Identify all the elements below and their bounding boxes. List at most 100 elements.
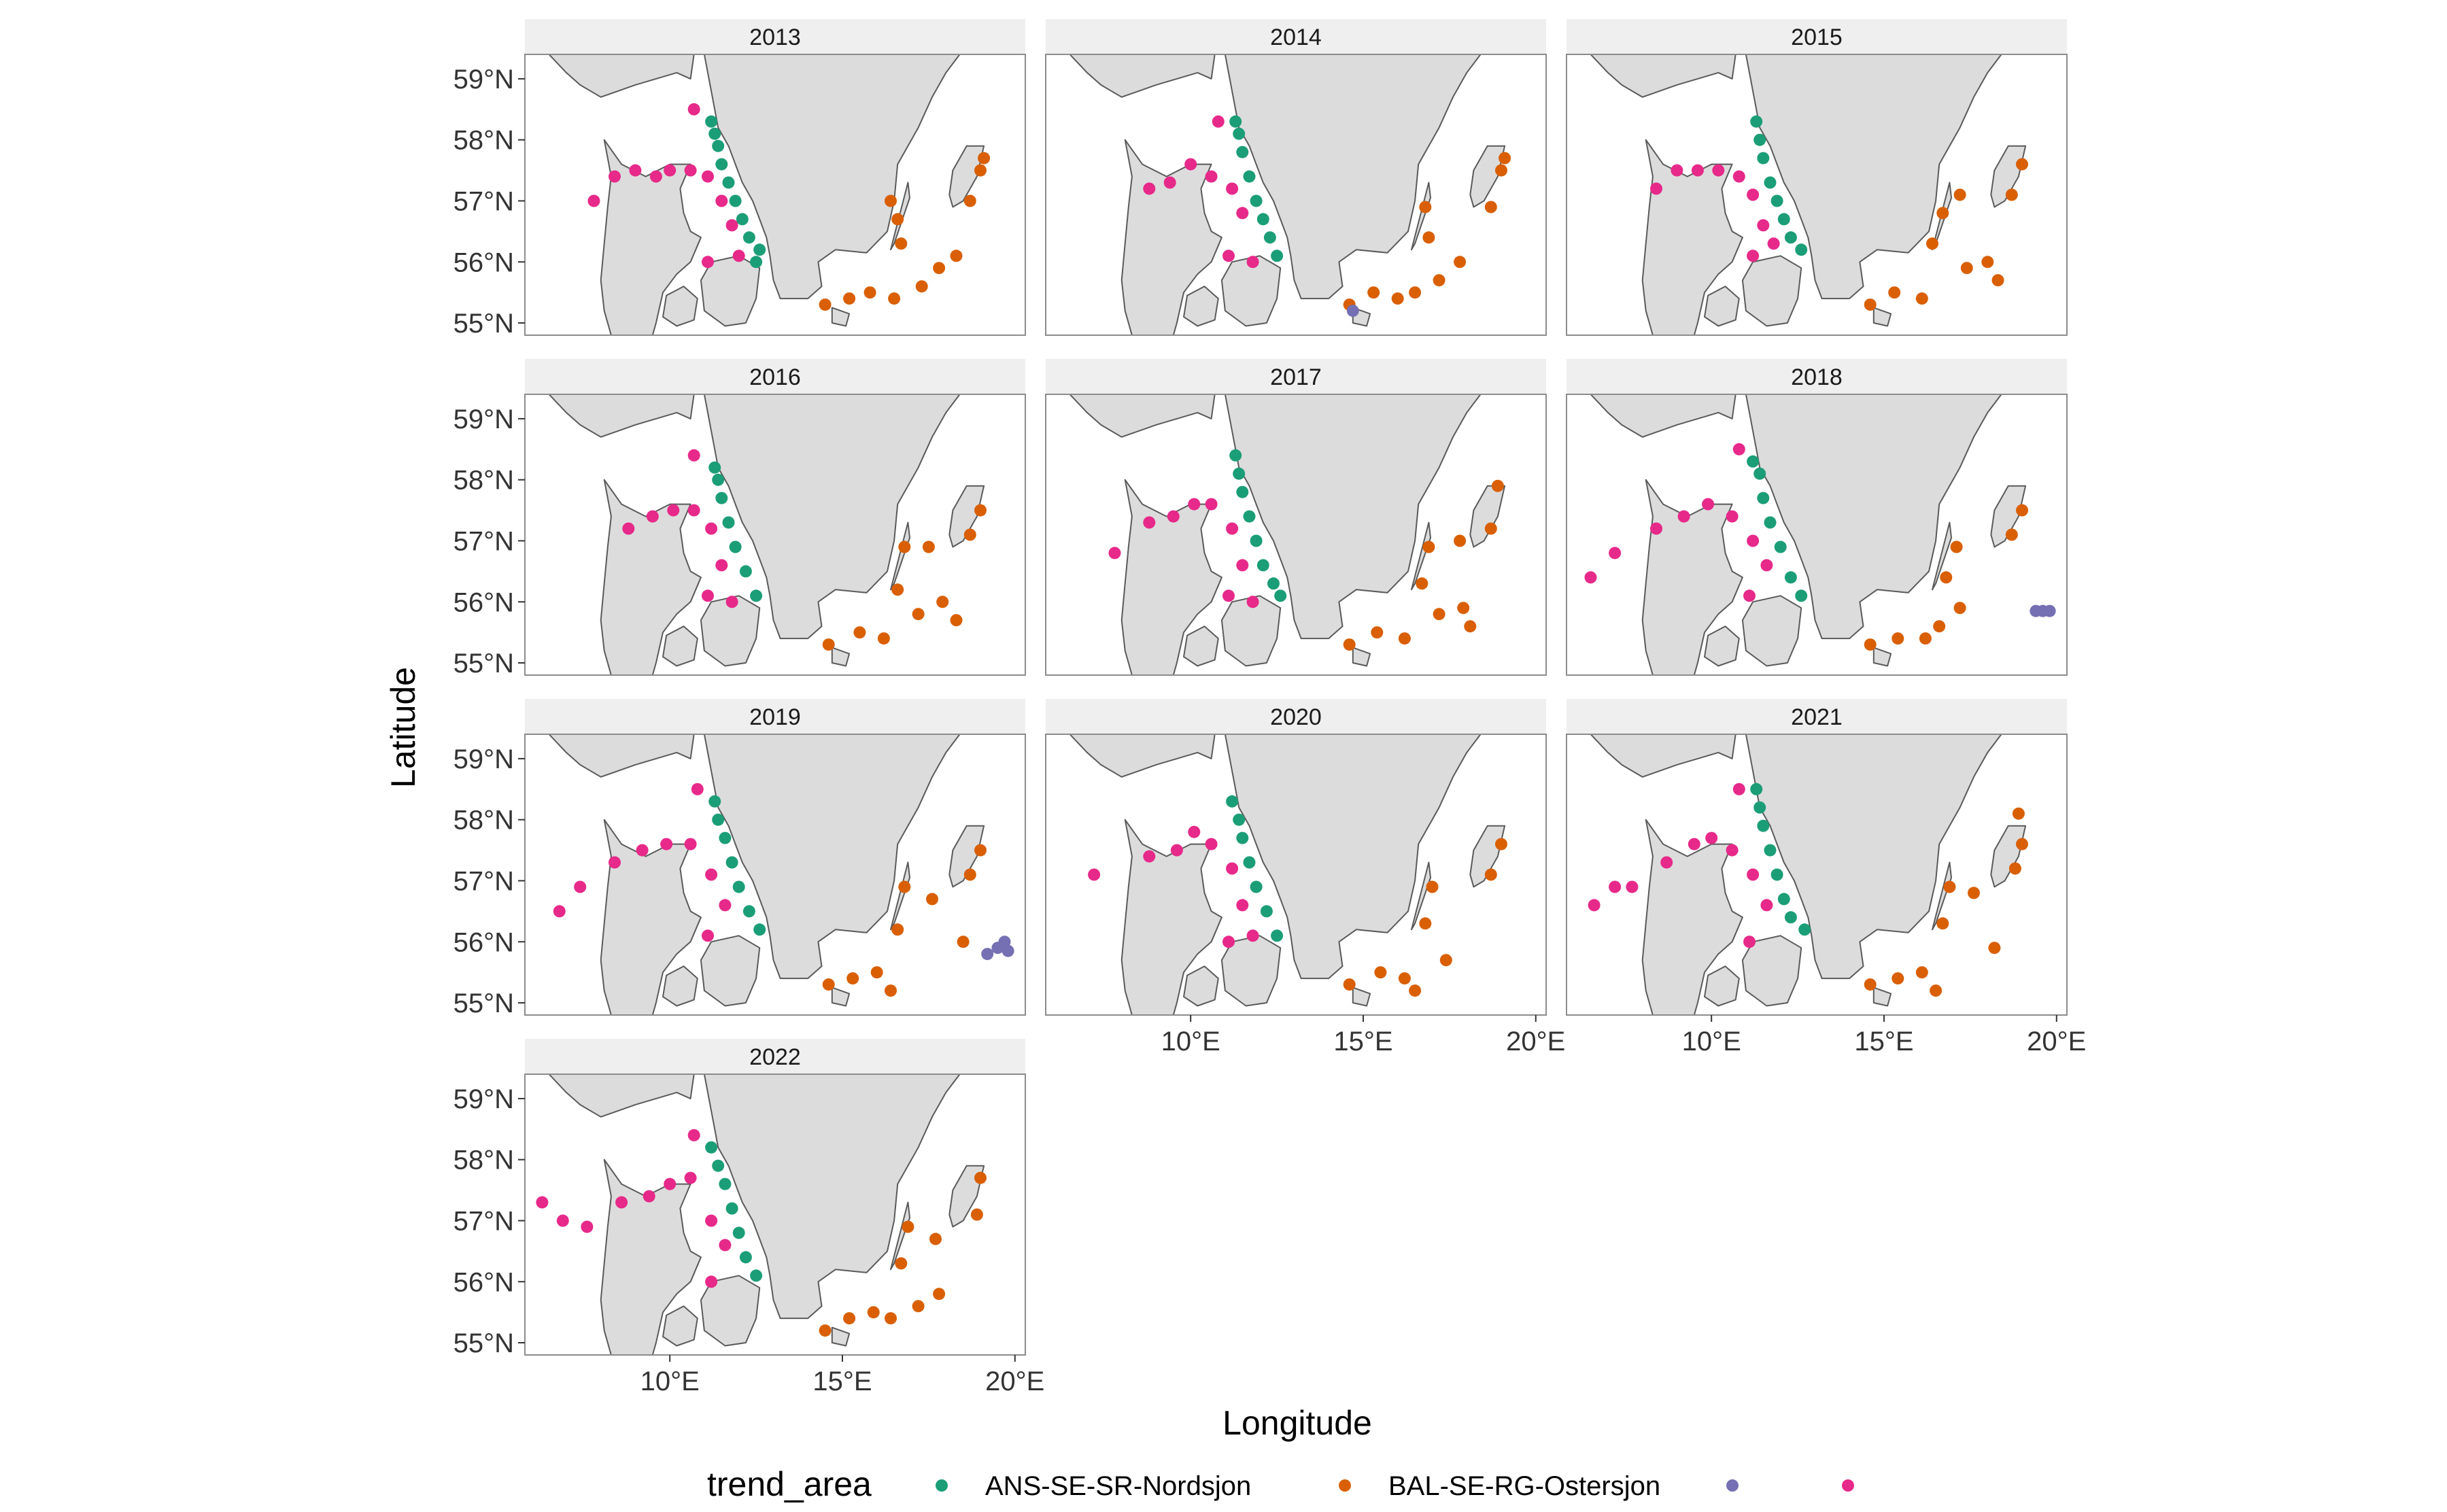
data-point-series-0: [1795, 589, 1808, 602]
data-point-series-3: [1236, 899, 1249, 912]
x-tick-label: 20°E: [2027, 1027, 2086, 1056]
data-point-series-3: [702, 170, 714, 183]
data-point-series-0: [705, 115, 718, 128]
data-point-series-1: [1943, 880, 1956, 893]
facet-strip-label: 2022: [749, 1044, 801, 1070]
data-point-series-1: [2016, 838, 2028, 850]
data-point-series-0: [708, 461, 721, 474]
data-point-series-1: [1426, 880, 1439, 893]
data-point-series-3: [1188, 825, 1201, 838]
data-point-series-0: [1233, 813, 1246, 826]
data-point-series-0: [1784, 571, 1797, 584]
data-point-series-3: [1108, 547, 1121, 560]
data-point-series-0: [725, 856, 738, 869]
data-point-series-0: [1250, 534, 1263, 547]
facet-strip-label: 2018: [1791, 364, 1843, 390]
data-point-series-2: [981, 948, 994, 961]
data-point-series-3: [1747, 250, 1760, 262]
legend-key-3: [1842, 1479, 1854, 1492]
data-point-series-1: [1419, 917, 1432, 930]
data-point-series-0: [708, 795, 721, 808]
data-point-series-3: [1163, 176, 1176, 189]
data-point-series-1: [1484, 201, 1497, 213]
facet-strip-label: 2014: [1270, 24, 1322, 50]
data-point-series-0: [729, 194, 742, 207]
data-point-series-1: [974, 1171, 987, 1184]
y-tick-label: 58°N: [454, 806, 514, 836]
data-point-series-3: [719, 899, 732, 912]
data-point-series-0: [1274, 589, 1287, 602]
data-point-series-1: [2016, 158, 2028, 171]
data-point-series-3: [1205, 170, 1218, 183]
data-point-series-3: [667, 504, 680, 517]
data-point-series-3: [1226, 182, 1239, 195]
legend-key-2: [1726, 1479, 1739, 1492]
data-point-series-0: [1243, 510, 1256, 523]
legend: trend_area ANS-SE-SR-Nordsjon BAL-SE-RG-O…: [707, 1465, 1854, 1503]
data-point-series-1: [1457, 602, 1470, 615]
data-point-series-1: [898, 880, 911, 893]
data-point-series-0: [1226, 795, 1239, 808]
x-tick-label: 10°E: [640, 1367, 700, 1396]
facet-strip: [525, 1039, 1025, 1074]
data-point-series-0: [739, 1251, 752, 1264]
data-point-series-0: [1750, 783, 1763, 795]
panel-border: [524, 54, 1026, 336]
data-point-series-3: [1732, 443, 1745, 456]
data-point-series-1: [1398, 972, 1411, 985]
data-point-series-3: [1588, 899, 1601, 912]
data-point-series-0: [1753, 133, 1766, 146]
data-point-series-3: [687, 1129, 700, 1141]
data-point-series-1: [1991, 274, 2004, 287]
data-point-series-3: [687, 103, 700, 116]
data-point-series-0: [1777, 213, 1790, 226]
data-point-series-1: [963, 528, 976, 541]
y-tick-label: 56°N: [454, 587, 514, 617]
data-point-series-1: [1409, 984, 1422, 997]
data-point-series-3: [705, 522, 718, 535]
data-point-series-1: [822, 978, 835, 991]
data-point-series-0: [753, 243, 766, 256]
data-point-series-3: [556, 1214, 569, 1227]
y-axis-title: Latitude: [384, 667, 422, 788]
data-point-series-1: [963, 868, 976, 881]
data-point-series-1: [853, 626, 866, 639]
data-point-series-3: [629, 164, 642, 177]
data-point-series-0: [1243, 856, 1256, 869]
data-point-series-3: [1188, 498, 1201, 511]
facet-strip: [1567, 359, 2067, 394]
facet-strip-label: 2019: [749, 704, 801, 730]
data-point-series-0: [719, 1178, 732, 1190]
panel-border: [524, 1073, 1026, 1356]
data-point-series-0: [750, 589, 763, 602]
data-point-series-0: [753, 923, 766, 936]
data-point-series-3: [646, 510, 659, 523]
data-point-series-1: [2005, 188, 2018, 201]
map-area: [524, 54, 1026, 336]
panel-2017: 2017: [1045, 359, 1547, 676]
data-point-series-1: [1422, 231, 1435, 244]
data-point-series-1: [863, 286, 876, 299]
facet-strip-label: 2020: [1270, 704, 1322, 730]
facet-strip: [1046, 19, 1546, 54]
data-point-series-0: [705, 1141, 718, 1154]
y-tick-label: 59°N: [454, 65, 514, 94]
map-area: [1566, 734, 2068, 1016]
y-tick-label: 57°N: [454, 866, 514, 896]
data-point-series-3: [1143, 182, 1156, 195]
facet-strip: [1567, 19, 2067, 54]
data-point-series-1: [963, 194, 976, 207]
data-point-series-1: [1343, 638, 1356, 651]
data-point-series-1: [1495, 838, 1507, 850]
y-tick-label: 55°N: [454, 649, 514, 678]
legend-entries: ANS-SE-SR-Nordsjon BAL-SE-RG-Ostersjon: [936, 1471, 1854, 1501]
data-point-series-1: [912, 608, 925, 621]
data-point-series-3: [1726, 510, 1739, 523]
data-point-series-1: [1391, 292, 1404, 305]
data-point-series-3: [581, 1220, 594, 1233]
data-point-series-0: [1233, 127, 1246, 140]
y-tick-label: 55°N: [454, 989, 514, 1018]
map-area: [1045, 734, 1547, 1016]
panel-border: [524, 394, 1026, 676]
data-point-series-3: [1660, 856, 1673, 869]
